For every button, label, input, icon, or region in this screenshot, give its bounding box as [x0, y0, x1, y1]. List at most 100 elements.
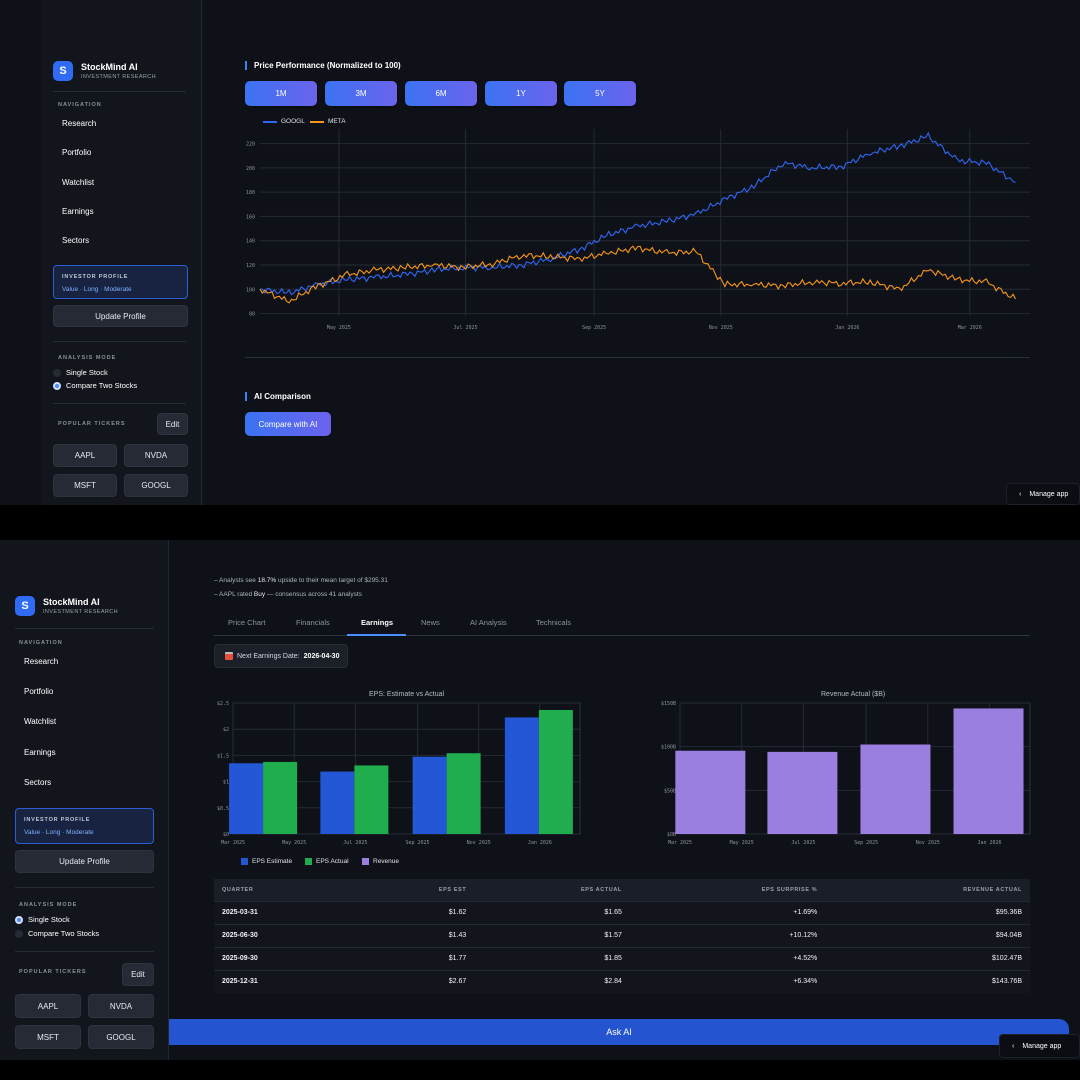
ticker-googl-button[interactable]: GOOGL — [124, 474, 188, 497]
sidebar-item-earnings[interactable]: Earnings — [62, 207, 94, 216]
radio-single-stock[interactable]: Single Stock — [15, 915, 70, 924]
bar-eps-estimate — [504, 717, 539, 834]
tab-technicals[interactable]: Technicals — [536, 618, 572, 627]
sidebar-item-watchlist[interactable]: Watchlist — [62, 178, 95, 187]
table-cell: $1.65 — [474, 900, 630, 924]
compare-with-ai-button[interactable]: Compare with AI — [245, 412, 331, 436]
column-header: EPS SURPRISE % — [629, 879, 826, 901]
sidebar-item-sectors[interactable]: Sectors — [24, 778, 52, 787]
y-tick-label: $1 — [223, 780, 229, 786]
range-5y-button[interactable]: 5Y — [564, 81, 636, 106]
range-3m-button[interactable]: 3M — [325, 81, 397, 106]
table-cell: $1.57 — [474, 923, 630, 947]
tab-bar: Price Chart Financials Earnings News AI … — [214, 612, 1030, 636]
sidebar-item-portfolio[interactable]: Portfolio — [24, 687, 54, 696]
y-tick-label: 80 — [249, 312, 255, 318]
ticker-nvda-button[interactable]: NVDA — [88, 994, 154, 1018]
ai-comparison-title: AI Comparison — [245, 392, 311, 401]
range-6m-button[interactable]: 6M — [405, 81, 477, 106]
table-cell: $95.36B — [825, 900, 1030, 924]
investor-profile-label: INVESTOR PROFILE — [24, 817, 91, 823]
manage-app-button[interactable]: ‹ Manage app — [1006, 483, 1080, 505]
ticker-aapl-button[interactable]: AAPL — [53, 444, 117, 467]
manage-app-button[interactable]: ‹ Manage app — [999, 1034, 1080, 1058]
app-subtitle: INVESTMENT RESEARCH — [43, 609, 119, 615]
tab-financials[interactable]: Financials — [296, 618, 330, 627]
sidebar-item-sectors[interactable]: Sectors — [62, 236, 90, 245]
ticker-msft-button[interactable]: MSFT — [15, 1025, 81, 1049]
radio-compare-two-stocks[interactable]: Compare Two Stocks — [53, 381, 137, 390]
nav-label: NAVIGATION — [58, 102, 102, 108]
y-tick-label: $0 — [223, 832, 229, 838]
x-tick-label: Jul 2025 — [791, 840, 815, 846]
y-tick-label: $2.5 — [217, 701, 229, 707]
table-cell: 2025-03-31 — [214, 900, 356, 924]
tab-price-chart[interactable]: Price Chart — [228, 618, 266, 627]
radio-single-stock[interactable]: Single Stock — [53, 368, 108, 377]
sidebar-item-portfolio[interactable]: Portfolio — [62, 148, 92, 157]
legend-label: GOOGL — [281, 118, 305, 125]
y-tick-label: 120 — [246, 263, 255, 269]
next-earnings-value: 2026-04-30 — [303, 652, 340, 660]
tab-ai-analysis[interactable]: AI Analysis — [470, 618, 507, 627]
ticker-googl-button[interactable]: GOOGL — [88, 1025, 154, 1049]
legend-eps-estimate: EPS Estimate — [241, 858, 292, 865]
table-cell: +1.69% — [629, 900, 826, 924]
x-tick-label: May 2025 — [327, 325, 351, 331]
popular-tickers-label: POPULAR TICKERS — [19, 969, 87, 975]
tab-earnings[interactable]: Earnings — [361, 618, 394, 627]
x-tick-label: Sep 2025 — [405, 840, 429, 846]
y-tick-label: $100B — [661, 745, 676, 751]
legend-eps-actual: EPS Actual — [305, 858, 349, 865]
table-cell: $1.77 — [355, 946, 475, 970]
x-tick-label: May 2025 — [730, 840, 754, 846]
y-tick-label: 100 — [246, 287, 255, 293]
x-tick-label: May 2025 — [282, 840, 306, 846]
legend-swatch — [362, 858, 369, 865]
x-tick-label: Mar 2026 — [958, 325, 982, 331]
investor-profile: INVESTOR PROFILE Value · Long · Moderate — [15, 808, 154, 844]
analysis-mode-label: ANALYSIS MODE — [19, 902, 78, 908]
x-tick-label: Sep 2025 — [854, 840, 878, 846]
radio-label: Compare Two Stocks — [28, 929, 100, 938]
sidebar-item-earnings[interactable]: Earnings — [24, 748, 56, 757]
range-1y-button[interactable]: 1Y — [485, 81, 557, 106]
ticker-msft-button[interactable]: MSFT — [53, 474, 117, 497]
bar-revenue — [675, 750, 746, 834]
radio-compare-two-stocks[interactable]: Compare Two Stocks — [15, 929, 99, 938]
update-profile-button[interactable]: Update Profile — [15, 850, 154, 873]
sidebar-item-research[interactable]: Research — [62, 119, 97, 128]
legend-swatch — [305, 858, 312, 865]
table-cell: 2025-06-30 — [214, 923, 356, 947]
ask-ai-button[interactable]: Ask AI — [169, 1019, 1069, 1045]
logo: S — [15, 596, 35, 616]
next-earnings-label: Next Earnings Date: — [237, 652, 300, 660]
sidebar-item-watchlist[interactable]: Watchlist — [24, 717, 57, 726]
revenue-chart-title: Revenue Actual ($B) — [821, 691, 886, 698]
app-name: StockMind AI — [43, 597, 100, 607]
divider — [245, 357, 1030, 358]
brand: S StockMind AI INVESTMENT RESEARCH — [15, 596, 118, 616]
range-1m-button[interactable]: 1M — [245, 81, 317, 106]
update-profile-button[interactable]: Update Profile — [53, 305, 188, 327]
edit-tickers-button[interactable]: Edit — [122, 963, 154, 986]
analyst-upside-note: – Analysts see 18.7% upside to their mea… — [214, 577, 388, 584]
edit-tickers-button[interactable]: Edit — [157, 413, 188, 435]
popular-tickers-label: POPULAR TICKERS — [58, 421, 126, 427]
investor-profile-value: Value · Long · Moderate — [24, 829, 94, 836]
radio-label: Single Stock — [28, 915, 70, 924]
chevron-left-icon: ‹ — [1019, 490, 1022, 498]
sidebar: S StockMind AI INVESTMENT RESEARCH NAVIG… — [42, 0, 202, 505]
divider — [15, 628, 154, 629]
sidebar-item-research[interactable]: Research — [24, 657, 59, 666]
legend-meta: META — [310, 118, 346, 125]
column-header: EPS EST — [355, 879, 475, 901]
y-tick-label: 220 — [246, 142, 255, 148]
bar-revenue — [860, 744, 931, 834]
ticker-nvda-button[interactable]: NVDA — [124, 444, 188, 467]
radio-dot — [53, 368, 61, 377]
legend-label: EPS Estimate — [252, 858, 293, 865]
y-tick-label: $150B — [661, 701, 676, 707]
ticker-aapl-button[interactable]: AAPL — [15, 994, 81, 1018]
tab-news[interactable]: News — [421, 618, 440, 627]
